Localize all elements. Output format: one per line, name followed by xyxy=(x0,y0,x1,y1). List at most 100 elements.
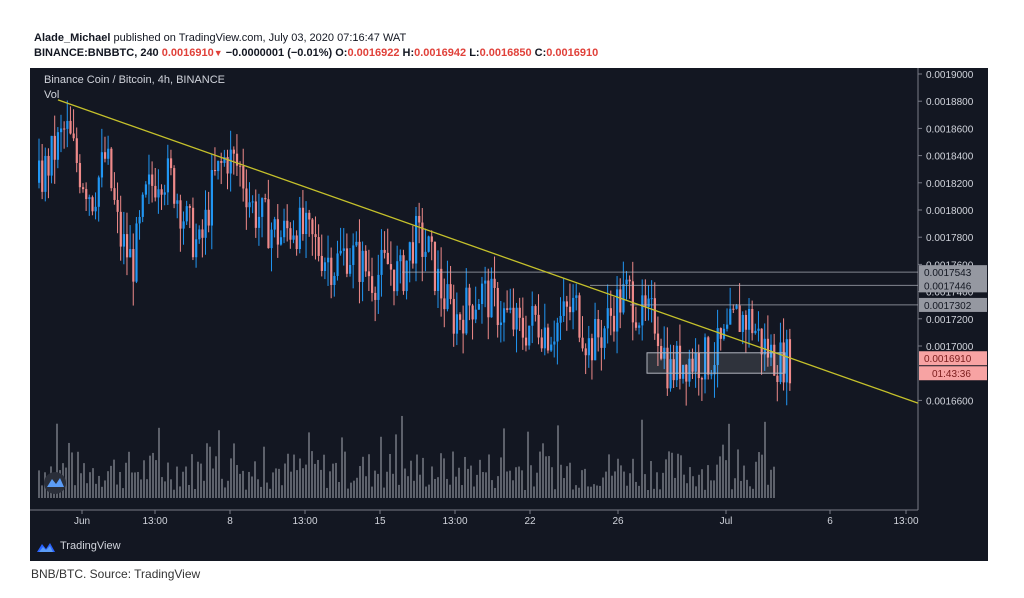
volume-bar xyxy=(563,478,565,498)
candle-body xyxy=(748,308,751,330)
volume-bar xyxy=(722,444,724,498)
candle-body xyxy=(421,222,424,257)
candle-body xyxy=(641,295,644,326)
candle-body xyxy=(578,295,581,338)
price-label-text: 0.0017543 xyxy=(924,268,972,279)
volume-bar xyxy=(452,451,454,498)
volume-bar xyxy=(701,469,703,498)
candle-body xyxy=(424,251,427,257)
volume-bar xyxy=(137,471,139,498)
volume-bar xyxy=(290,471,292,498)
candle-body xyxy=(85,189,88,200)
candle-body xyxy=(298,207,301,250)
candle-body xyxy=(565,301,568,307)
down-arrow-icon: ▼ xyxy=(213,48,223,58)
author-name[interactable]: Alade_Michael xyxy=(34,32,111,44)
volume-bar xyxy=(233,443,235,498)
high-value: 0.0016942 xyxy=(414,47,467,59)
candle-body xyxy=(289,228,292,240)
price-chart[interactable]: 0.0019000 0.0018800 0.0018600 0.0018400 0.00… xyxy=(30,28,988,534)
volume-bar xyxy=(386,471,388,498)
volume-bar xyxy=(251,476,253,498)
tradingview-logo-text[interactable]: TradingView xyxy=(60,540,121,552)
candle-body xyxy=(292,235,295,240)
candle-body xyxy=(393,269,396,292)
candle-body xyxy=(72,133,75,139)
volume-bar xyxy=(638,485,640,498)
x-tick-label: Jul xyxy=(720,516,733,527)
change-value: −0.0000001 (−0.01%) xyxy=(225,47,333,59)
volume-bar xyxy=(347,488,349,498)
volume-bar xyxy=(173,489,175,498)
candle-body xyxy=(151,174,154,186)
candle-body xyxy=(50,135,53,176)
volume-bar xyxy=(521,470,523,498)
volume-bar xyxy=(659,489,661,498)
volume-bar xyxy=(677,453,679,498)
volume-bar xyxy=(692,476,694,498)
candle-body xyxy=(283,220,286,238)
volume-bar xyxy=(560,464,562,498)
volume-bar xyxy=(278,468,280,498)
candle-body xyxy=(634,322,638,328)
volume-bar xyxy=(686,483,688,498)
x-tick-label: 26 xyxy=(612,516,624,527)
candle-body xyxy=(163,192,166,195)
candle-body xyxy=(597,319,600,338)
candle-body xyxy=(531,306,534,326)
candle-body xyxy=(267,199,270,249)
candle-body xyxy=(270,229,273,249)
volume-bar xyxy=(209,446,211,498)
volume-bar xyxy=(416,454,418,498)
candle-body xyxy=(301,207,305,235)
symbol-interval: BINANCE:BNBBTC, 240 xyxy=(34,47,159,59)
candle-body xyxy=(738,305,741,332)
candle-body xyxy=(474,309,477,320)
candle-body xyxy=(41,160,44,192)
volume-bar xyxy=(74,485,76,498)
volume-bar xyxy=(236,465,238,498)
y-tick-label: 0.0019000 xyxy=(926,70,974,81)
candle-body xyxy=(97,177,100,207)
candle-body xyxy=(496,287,499,326)
volume-bar xyxy=(254,461,256,498)
candle-body xyxy=(763,338,766,355)
candle-body xyxy=(323,262,327,271)
candle-body xyxy=(612,315,616,332)
volume-bar xyxy=(542,443,544,498)
candle-body xyxy=(339,250,342,254)
volume-bar xyxy=(584,468,586,498)
volume-bar xyxy=(197,461,199,498)
candle-body xyxy=(694,353,697,372)
candle-body xyxy=(572,297,575,313)
volume-bar xyxy=(491,480,493,498)
volume-bar xyxy=(536,472,538,498)
tradingview-logo-icon[interactable] xyxy=(36,541,56,553)
volume-bar xyxy=(431,466,433,498)
volume-bar xyxy=(89,472,91,498)
candle-body xyxy=(669,359,672,389)
volume-bar xyxy=(503,428,505,498)
candle-body xyxy=(606,308,609,329)
volume-bar xyxy=(215,456,217,498)
close-label: C: xyxy=(534,47,547,59)
candle-body xyxy=(603,328,606,348)
volume-bar xyxy=(293,454,295,498)
candle-body xyxy=(490,278,493,318)
candle-body xyxy=(352,245,355,265)
candle-body xyxy=(254,201,257,228)
x-tick-label: 15 xyxy=(374,516,386,527)
volume-bar xyxy=(263,446,265,498)
volume-bar xyxy=(413,480,415,498)
volume-bar xyxy=(611,475,613,498)
candle-body xyxy=(656,333,660,347)
candle-body xyxy=(722,328,726,339)
volume-bar xyxy=(440,453,442,498)
price-label-box xyxy=(919,351,987,366)
candle-body xyxy=(399,255,402,262)
volume-bar xyxy=(350,482,352,498)
x-tick-label: 8 xyxy=(227,516,233,527)
candle-body xyxy=(242,165,245,189)
low-value: 0.0016850 xyxy=(479,47,532,59)
x-tick-label: 13:00 xyxy=(142,516,167,527)
